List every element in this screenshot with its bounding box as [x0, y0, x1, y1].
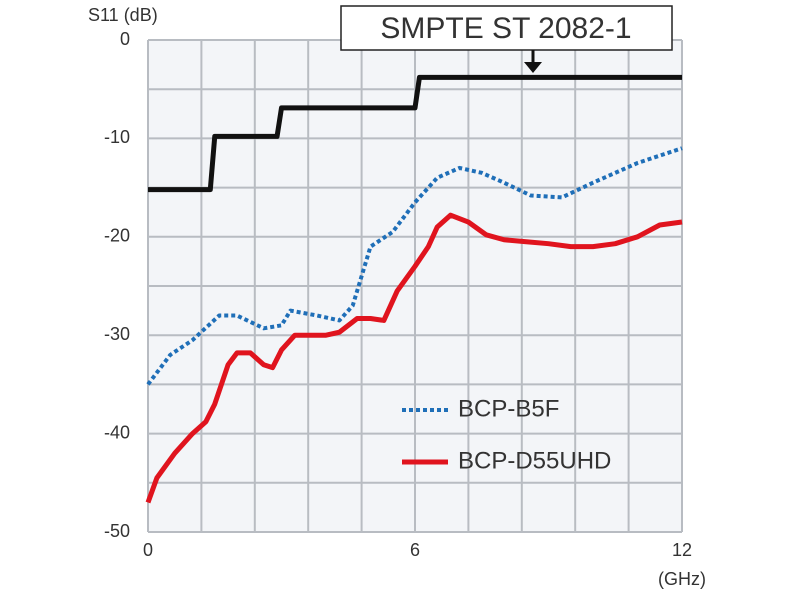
series-line: [146, 146, 683, 386]
y-tick-label: -20: [104, 226, 130, 246]
y-axis-label: S11 (dB): [88, 5, 158, 25]
legend-label: BCP-D55UHD: [458, 447, 611, 474]
x-tick-label: 0: [143, 540, 153, 560]
ticks: 0 -10 -20 -30 -40 -50 0 6 12: [104, 29, 692, 560]
y-tick-label: -40: [104, 422, 130, 442]
grid: [147, 39, 683, 533]
legend: BCP-B5F BCP-D55UHD: [402, 395, 611, 474]
annotation-box: [340, 5, 673, 51]
series-line: [145, 212, 683, 504]
y-tick-label: -10: [104, 127, 130, 147]
x-tick-label: 12: [672, 540, 692, 560]
annotation: SMPTE ST 2082-1: [380, 12, 631, 45]
y-tick-label: -30: [104, 324, 130, 344]
legend-label: BCP-B5F: [458, 395, 559, 422]
series-line: [148, 74, 682, 193]
x-axis-label: (GHz): [658, 569, 706, 589]
y-tick-label: 0: [120, 29, 130, 49]
x-tick-label: 6: [410, 540, 420, 560]
annotation-arrow-head: [524, 62, 542, 73]
lines: [145, 74, 683, 504]
y-tick-label: -50: [104, 521, 130, 541]
